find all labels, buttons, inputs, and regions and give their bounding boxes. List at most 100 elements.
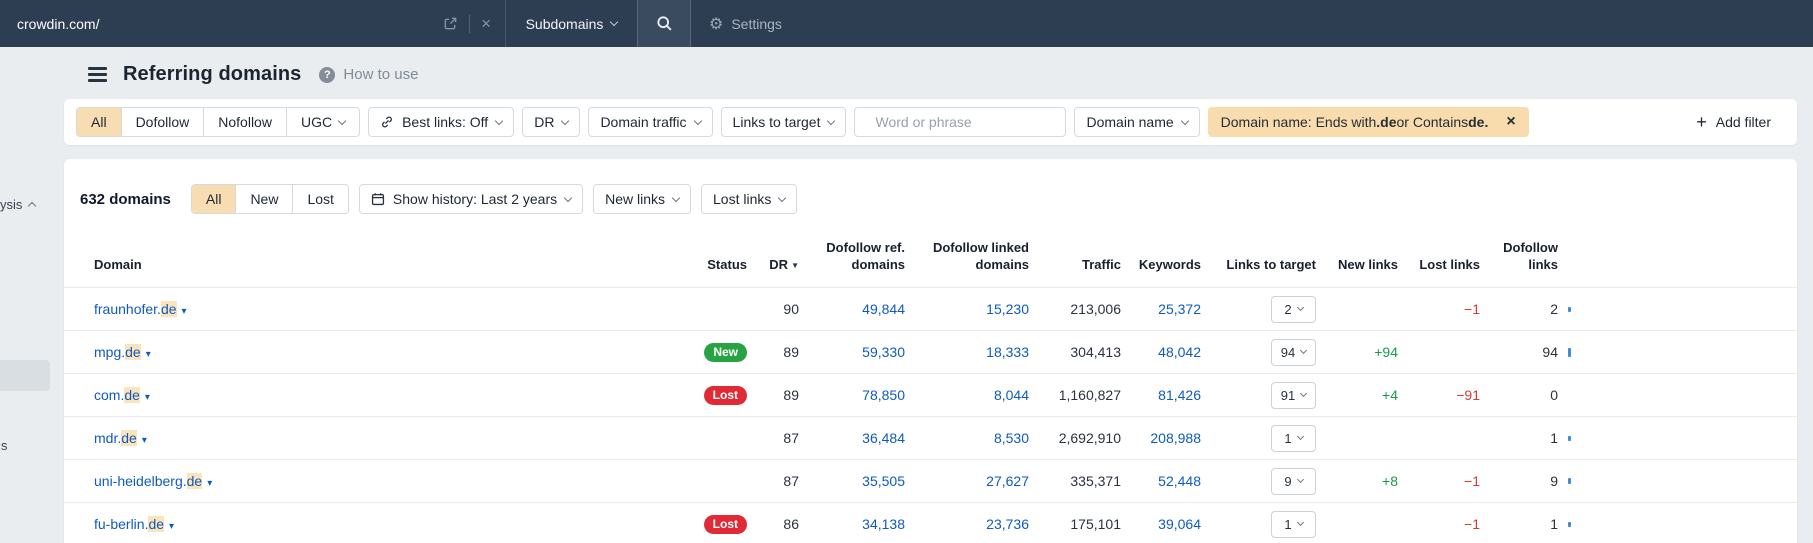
dofollow-linked-link[interactable]: 27,627	[986, 473, 1029, 490]
domain-dropdown-caret[interactable]: ▾	[207, 478, 213, 490]
domain-dropdown-caret[interactable]: ▾	[141, 435, 147, 447]
mode-select[interactable]: Subdomains	[505, 0, 637, 47]
links-to-target-select[interactable]: 2	[1271, 295, 1316, 323]
best-links-filter[interactable]: Best links: Off	[368, 107, 515, 137]
tab-all[interactable]: All	[77, 108, 121, 136]
traffic-value: 213,006	[1070, 301, 1121, 318]
sidebar-fragment-button[interactable]	[0, 360, 50, 391]
links-to-target-select[interactable]: 1	[1271, 424, 1316, 452]
dofollow-ref-link[interactable]: 35,505	[862, 473, 905, 490]
dr-filter[interactable]: DR	[522, 107, 581, 137]
filter-toolbar: All Dofollow Nofollow UGC Best links: Of…	[64, 99, 1797, 145]
active-filter-chip[interactable]: Domain name: Ends with .de or Contains d…	[1207, 107, 1529, 137]
chevron-down-icon	[1296, 304, 1304, 312]
dofollow-linked-link[interactable]: 8,530	[993, 430, 1029, 447]
domain-dropdown-caret[interactable]: ▾	[144, 392, 150, 404]
sparkline-cell	[1558, 374, 1584, 417]
keywords-link[interactable]: 25,372	[1158, 301, 1201, 318]
search-button[interactable]	[637, 0, 691, 47]
status-tab-new[interactable]: New	[235, 185, 292, 213]
tab-nofollow[interactable]: Nofollow	[203, 108, 286, 136]
word-search-input[interactable]	[873, 113, 1059, 131]
domain-traffic-filter[interactable]: Domain traffic	[588, 107, 713, 137]
domain-link[interactable]: fu-berlin.de	[94, 516, 165, 533]
sidebar-fragment[interactable]: ysis	[0, 197, 37, 212]
new-links-select[interactable]: New links	[593, 184, 692, 214]
links-to-target-select[interactable]: 94	[1271, 338, 1316, 366]
col-dofollow-links[interactable]: Dofollow links	[1503, 240, 1558, 272]
tab-dofollow[interactable]: Dofollow	[120, 108, 204, 136]
dofollow-ref-link[interactable]: 49,844	[862, 301, 905, 318]
dofollow-ref-link[interactable]: 34,138	[862, 516, 905, 533]
search-field-select[interactable]: Domain name	[1074, 107, 1200, 137]
keywords-link[interactable]: 39,064	[1158, 516, 1201, 533]
col-dofollow-linked[interactable]: Dofollow linked domains	[932, 240, 1029, 272]
domain-dropdown-caret[interactable]: ▾	[145, 349, 151, 361]
lost-links-value[interactable]: −1	[1464, 473, 1480, 490]
best-links-label: Best links: Off	[402, 114, 489, 130]
settings-button[interactable]: ⚙ Settings	[691, 0, 782, 47]
col-new-links[interactable]: New links	[1338, 256, 1398, 272]
dofollow-linked-cell: 8,530	[905, 430, 1029, 446]
tab-ugc[interactable]: UGC	[285, 108, 359, 136]
col-traffic[interactable]: Traffic	[1081, 256, 1121, 272]
new-links-value[interactable]: +94	[1374, 344, 1398, 361]
col-lost-links[interactable]: Lost links	[1419, 256, 1480, 272]
domain-dropdown-caret[interactable]: ▾	[169, 521, 175, 533]
target-input[interactable]	[15, 14, 444, 33]
domain-link[interactable]: fraunhofer.de	[94, 301, 177, 318]
links-to-target-select[interactable]: 1	[1271, 510, 1316, 538]
traffic-value: 175,101	[1070, 516, 1121, 533]
chevron-down-icon	[827, 116, 836, 125]
col-status[interactable]: Status	[707, 256, 747, 272]
add-filter-button[interactable]: + Add filter	[1696, 113, 1785, 131]
dofollow-ref-link[interactable]: 36,484	[862, 430, 905, 447]
keywords-link[interactable]: 81,426	[1158, 387, 1201, 404]
show-history-select[interactable]: Show history: Last 2 years	[358, 184, 584, 214]
keywords-link[interactable]: 208,988	[1150, 430, 1201, 447]
col-domain[interactable]: Domain	[94, 256, 142, 272]
domain-link[interactable]: uni-heidelberg.de	[94, 473, 203, 490]
status-tab-all[interactable]: All	[191, 185, 236, 213]
status-tabs: All New Lost	[190, 184, 349, 214]
domain-link[interactable]: com.de	[94, 387, 140, 404]
col-dofollow-ref[interactable]: Dofollow ref. domains	[826, 240, 905, 272]
domain-link[interactable]: mpg.de	[94, 344, 141, 361]
col-keywords[interactable]: Keywords	[1138, 256, 1201, 272]
chevron-down-icon	[494, 116, 504, 125]
menu-icon[interactable]	[88, 67, 107, 82]
dofollow-linked-link[interactable]: 23,736	[986, 516, 1029, 533]
how-to-use-link[interactable]: ? How to use	[319, 66, 418, 83]
domain-dropdown-caret[interactable]: ▾	[181, 306, 187, 318]
traffic-value: 2,692,910	[1058, 430, 1121, 447]
status-tab-lost[interactable]: Lost	[292, 185, 347, 213]
domain-link[interactable]: mdr.de	[94, 430, 137, 447]
links-to-target-select[interactable]: 91	[1271, 381, 1316, 409]
dofollow-linked-link[interactable]: 8,044	[993, 387, 1029, 404]
links-to-target-filter[interactable]: Links to target	[720, 107, 847, 137]
lost-links-value[interactable]: −1	[1464, 516, 1480, 533]
links-to-target-value: 9	[1284, 473, 1292, 489]
dofollow-links-value: 2	[1550, 301, 1558, 318]
new-links-value[interactable]: +8	[1382, 473, 1398, 490]
keywords-link[interactable]: 48,042	[1158, 344, 1201, 361]
dofollow-linked-link[interactable]: 15,230	[986, 301, 1029, 318]
lost-links-value[interactable]: −91	[1456, 387, 1480, 404]
col-dr[interactable]: DR ▼	[769, 256, 799, 272]
domain-match-highlight: de	[148, 516, 165, 533]
remove-filter-icon[interactable]: ×	[1506, 113, 1516, 130]
lost-links-value[interactable]: −1	[1464, 301, 1480, 318]
new-links-value[interactable]: +4	[1382, 387, 1398, 404]
status-cell: Lost	[677, 514, 747, 534]
col-links-to-target[interactable]: Links to target	[1226, 256, 1316, 272]
open-in-new-tab-icon[interactable]	[443, 16, 458, 31]
dofollow-linked-link[interactable]: 18,333	[986, 344, 1029, 361]
chip-text: Domain name: Ends with	[1220, 114, 1377, 130]
report-header: Referring domains ? How to use	[0, 47, 1813, 99]
keywords-link[interactable]: 52,448	[1158, 473, 1201, 490]
lost-links-select[interactable]: Lost links	[701, 184, 798, 214]
links-to-target-select[interactable]: 9	[1271, 467, 1316, 495]
dofollow-ref-link[interactable]: 78,850	[862, 387, 905, 404]
clear-target-icon[interactable]: ×	[481, 14, 491, 33]
dofollow-ref-link[interactable]: 59,330	[862, 344, 905, 361]
